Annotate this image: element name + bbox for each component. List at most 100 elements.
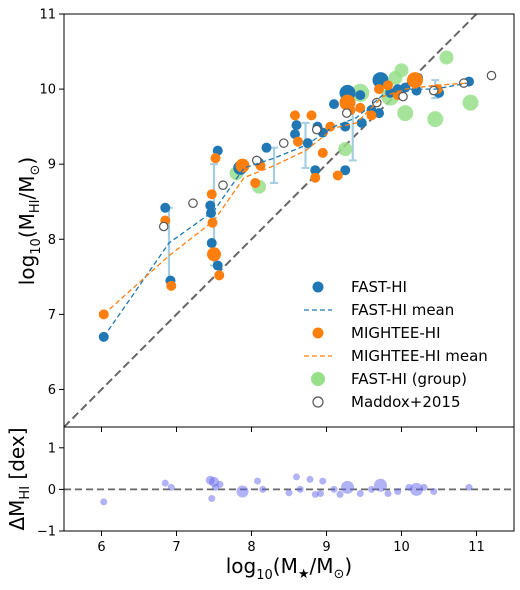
residual-point bbox=[167, 483, 175, 491]
x-tick-label: 6 bbox=[97, 540, 105, 555]
legend-entry: FAST-HI bbox=[312, 278, 407, 296]
fast-hi-point bbox=[356, 117, 367, 128]
legend-label: FAST-HI (group) bbox=[351, 370, 467, 388]
residual-point bbox=[100, 498, 108, 506]
mightee-hi-point bbox=[306, 110, 317, 121]
fast-hi-point bbox=[212, 260, 223, 271]
y-tick-label: 10 bbox=[39, 83, 56, 98]
legend-entry: FAST-HI mean bbox=[304, 301, 454, 319]
residual-point bbox=[374, 478, 387, 492]
legend-entry: MIGHTEE-HI mean bbox=[304, 347, 488, 365]
fast-hi-point bbox=[310, 165, 321, 176]
x-axis-label: log10(M★/M⊙) bbox=[226, 554, 352, 583]
residual-point bbox=[311, 490, 319, 498]
maddox-2015-point bbox=[311, 124, 322, 135]
one-to-one-line bbox=[64, 14, 478, 427]
mightee-hi-point bbox=[206, 189, 217, 200]
top-panel: 6 7 8 9 10 11 log10(MHI/M⊙) FAST-HI FAST-HI me… bbox=[15, 8, 515, 432]
fast-hi-group-point bbox=[439, 50, 454, 65]
mightee-hi-point bbox=[210, 153, 221, 164]
fast-hi-mean-line bbox=[103, 82, 468, 338]
mightee-hi-point bbox=[355, 102, 366, 113]
y-tick-label: 1 bbox=[48, 441, 56, 456]
x-tick-label: 10 bbox=[393, 540, 410, 555]
mightee-hi-mean-line bbox=[103, 82, 468, 315]
residual-point bbox=[319, 477, 327, 485]
mightee-hi-point bbox=[332, 170, 343, 181]
residual-point bbox=[430, 487, 438, 495]
legend-label: MIGHTEE-HI bbox=[351, 324, 441, 342]
bottom-plot-area bbox=[64, 473, 514, 506]
residual-point bbox=[368, 485, 375, 493]
fast-hi-point bbox=[340, 121, 351, 132]
legend-marker bbox=[312, 281, 324, 293]
legend-label: FAST-HI bbox=[351, 278, 407, 296]
mightee-hi-point bbox=[366, 110, 377, 121]
maddox-2015-point bbox=[486, 70, 497, 81]
legend-marker bbox=[312, 327, 324, 339]
legend-marker bbox=[312, 396, 324, 408]
maddox-2015-point bbox=[188, 198, 198, 209]
bottom-y-axis-label: ΔMHI [dex] bbox=[5, 428, 33, 531]
residual-point bbox=[341, 480, 354, 494]
fast-hi-group-point bbox=[397, 105, 414, 122]
residual-point bbox=[285, 489, 293, 497]
residual-point bbox=[216, 480, 224, 488]
mightee-hi-point bbox=[250, 177, 261, 188]
fast-hi-point bbox=[206, 238, 217, 249]
bottom-y-ticks: −1 0 1 bbox=[37, 441, 64, 540]
maddox-2015-point bbox=[251, 155, 262, 166]
maddox-2015-point bbox=[398, 91, 408, 102]
residual-point bbox=[293, 473, 300, 481]
x-tick-label: 8 bbox=[247, 540, 255, 555]
fast-hi-point bbox=[355, 90, 366, 101]
residual-point bbox=[208, 495, 216, 503]
residual-point bbox=[384, 490, 392, 498]
residual-point bbox=[330, 485, 338, 493]
mightee-hi-point bbox=[383, 80, 393, 91]
fast-hi-group-point bbox=[427, 111, 444, 128]
fast-hi-point bbox=[329, 99, 339, 110]
x-tick-label: 9 bbox=[322, 540, 330, 555]
x-ticks: 6 7 8 9 10 11 bbox=[97, 531, 485, 555]
y-tick-label: 11 bbox=[39, 8, 56, 23]
mightee-hi-point bbox=[290, 110, 300, 121]
residual-point bbox=[296, 485, 304, 493]
residual-point bbox=[356, 490, 364, 498]
residual-point bbox=[336, 490, 344, 498]
y-tick-label: 7 bbox=[48, 308, 56, 323]
mightee-hi-point bbox=[207, 247, 221, 262]
mightee-hi-point bbox=[293, 136, 303, 147]
x-tick-label: 7 bbox=[172, 540, 180, 555]
residual-point bbox=[259, 485, 267, 493]
fast-hi-point bbox=[374, 108, 384, 119]
legend-entry: MIGHTEE-HI bbox=[312, 324, 441, 342]
fast-hi-point bbox=[290, 129, 300, 140]
mightee-hi-point bbox=[374, 84, 384, 95]
fast-hi-group-point bbox=[338, 142, 353, 157]
legend-marker bbox=[311, 372, 325, 386]
mightee-hi-point bbox=[310, 172, 321, 183]
legend-entry: Maddox+2015 bbox=[312, 393, 461, 411]
residual-point bbox=[394, 487, 402, 495]
y-tick-label: 0 bbox=[48, 483, 56, 498]
residual-point bbox=[317, 490, 324, 498]
fast-hi-point bbox=[212, 145, 223, 156]
maddox-2015-point bbox=[428, 85, 439, 96]
fast-hi-group-point bbox=[394, 63, 409, 78]
fast-hi-point bbox=[340, 165, 351, 176]
fast-hi-point bbox=[160, 202, 171, 213]
residual-point bbox=[161, 479, 169, 487]
bottom-axes-frame bbox=[63, 426, 515, 532]
y-tick-label: −1 bbox=[37, 525, 56, 540]
legend-label: FAST-HI mean bbox=[351, 301, 454, 319]
legend-label: Maddox+2015 bbox=[351, 393, 461, 411]
residual-point bbox=[306, 475, 314, 483]
maddox-2015-point bbox=[341, 108, 352, 118]
mightee-hi-point bbox=[317, 147, 328, 158]
top-y-axis-label: log10(MHI/M⊙) bbox=[15, 157, 44, 285]
bottom-panel: −1 0 1 6 7 8 9 10 11 ΔMHI [dex] log10(M★/M⊙) bbox=[5, 426, 515, 583]
maddox-2015-point bbox=[278, 138, 289, 148]
maddox-2015-point bbox=[218, 180, 228, 191]
